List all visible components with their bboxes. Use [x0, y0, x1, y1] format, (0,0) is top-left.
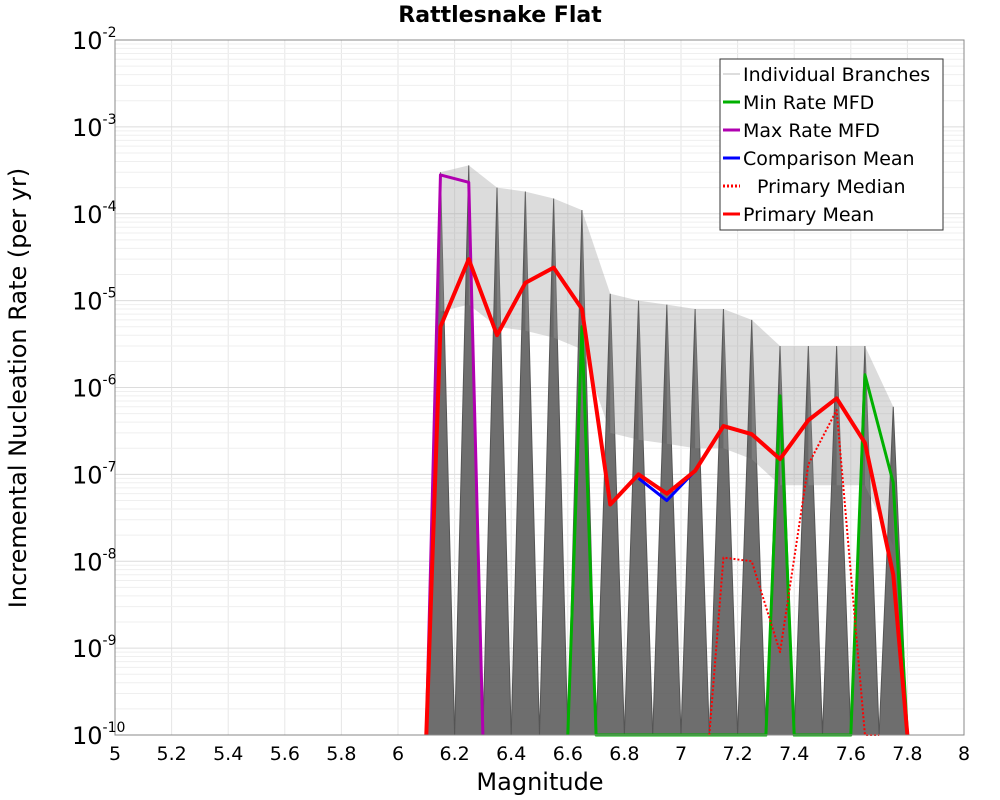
x-tick-label: 8	[958, 743, 970, 765]
branch-fan	[808, 346, 837, 486]
y-tick-labels: 10-10 10-9 10-8 10-7 10-6 10-5 10-4 10-3 10-2	[72, 25, 125, 750]
branch-fan	[581, 210, 611, 433]
y-tick-label: 10-5	[72, 286, 117, 316]
x-tick-label: 7.4	[779, 743, 809, 765]
series-min-rate-mfd	[566, 325, 909, 737]
y-tick-label: 10-10	[72, 720, 125, 750]
legend-label: Primary Median	[757, 176, 906, 198]
individual-branches	[425, 165, 908, 736]
legend-box	[719, 58, 944, 231]
branch-fan	[751, 319, 781, 486]
x-axis-label: Magnitude	[476, 768, 603, 796]
x-tick-label: 6.2	[439, 743, 469, 765]
branch-fan	[638, 300, 667, 444]
x-tick-label: 6	[392, 743, 404, 765]
y-tick-label: 10-2	[72, 25, 117, 55]
legend: Individual Branches Min Rate MFD Max Rate …	[719, 58, 944, 231]
series-primary-mean	[424, 257, 910, 736]
y-tick-label: 10-8	[72, 546, 117, 576]
x-tick-label: 5	[109, 743, 121, 765]
legend-label: Max Rate MFD	[743, 120, 880, 142]
x-tick-label: 5.6	[270, 743, 300, 765]
legend-label: Comparison Mean	[743, 148, 915, 170]
series-primary-median	[708, 409, 880, 736]
branch-fan	[610, 293, 639, 440]
x-tick-labels: 5 5.2 5.4 5.6 5.8 6 6.2 6.4 6.6 6.8 7 7.2 7.4 7.6 7.8 8	[109, 743, 970, 765]
x-tick-label: 5.8	[326, 743, 356, 765]
branch-fan	[723, 309, 752, 460]
series-max-rate-mfd	[424, 173, 485, 736]
branch-fan	[525, 191, 554, 338]
y-axis-label: Incremental Nucleation Rate (per yr)	[4, 168, 32, 608]
x-tick-label: 7	[675, 743, 687, 765]
x-tick-label: 7.6	[836, 743, 866, 765]
series-lines	[424, 173, 910, 737]
x-tick-label: 5.4	[213, 743, 243, 765]
y-tick-label: 10-6	[72, 373, 117, 403]
y-tick-label: 10-9	[72, 633, 117, 663]
legend-label: Min Rate MFD	[743, 92, 874, 114]
branch-fan	[666, 304, 696, 449]
branch-fan	[695, 309, 724, 449]
chart-title: Rattlesnake Flat	[398, 3, 602, 28]
x-tick-label: 6.8	[609, 743, 639, 765]
x-tick-label: 5.2	[156, 743, 186, 765]
y-tick-label: 10-4	[72, 199, 117, 229]
branch-fan	[553, 198, 582, 350]
branch-fan	[468, 165, 498, 327]
legend-label: Primary Mean	[743, 204, 874, 226]
plot-frame	[114, 39, 965, 736]
y-tick-label: 10-3	[72, 112, 117, 142]
x-tick-label: 6.4	[496, 743, 526, 765]
y-tick-label: 10-7	[72, 459, 117, 489]
branch-fan	[836, 346, 865, 486]
x-tick-label: 7.8	[892, 743, 922, 765]
legend-label: Individual Branches	[743, 64, 930, 86]
x-tick-label: 7.2	[722, 743, 752, 765]
x-tick-label: 6.6	[553, 743, 583, 765]
